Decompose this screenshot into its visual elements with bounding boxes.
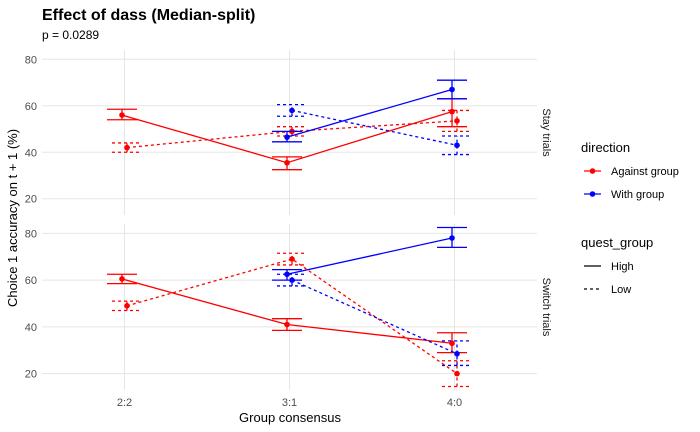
chart-subtitle: p = 0.0289 xyxy=(42,28,99,42)
y-tick-label: 20 xyxy=(25,369,37,381)
legend-key-point xyxy=(589,168,596,174)
data-point-with-low xyxy=(289,107,295,114)
y-tick-label: 40 xyxy=(25,322,37,334)
facet-panel-switch: 20 40 60 80 Switch trials 2:2 3:1 4:0 xyxy=(25,224,552,409)
data-point-against-low xyxy=(289,256,295,262)
data-point-with-high xyxy=(449,86,455,93)
error-bar-against-low xyxy=(112,300,142,312)
series-line-with-high xyxy=(286,88,453,138)
data-point-with-high xyxy=(284,271,290,278)
x-tick-label: 4:0 xyxy=(447,397,462,409)
series-line-with-low xyxy=(291,109,458,146)
error-bar-against-low xyxy=(112,142,142,153)
series-line-against-high xyxy=(121,278,453,344)
error-bar-against-low xyxy=(277,252,307,266)
data-point-against-high xyxy=(284,159,290,166)
data-point-with-low xyxy=(289,277,295,283)
series-line-with-low xyxy=(291,279,458,355)
data-point-against-high xyxy=(119,276,125,282)
facet-panels: 20 40 60 80 Stay trials 20 40 60 80 Switch trials… xyxy=(25,50,552,409)
error-bar-with-low xyxy=(277,273,307,287)
facet-strip-label: Switch trials xyxy=(540,278,552,337)
data-point-with-low xyxy=(454,350,460,357)
data-point-against-low xyxy=(124,144,130,151)
data-point-against-low xyxy=(454,118,460,124)
legend: direction Against group With group quest_gr… xyxy=(581,140,679,296)
data-point-against-high xyxy=(449,108,455,115)
y-tick-label: 80 xyxy=(25,54,37,66)
error-bar-against-low xyxy=(442,109,472,132)
series-line-against-low xyxy=(126,120,458,149)
error-bar-with-low xyxy=(277,103,307,117)
data-point-with-high xyxy=(449,235,455,241)
chart-title: Effect of dass (Median-split) xyxy=(42,7,255,24)
data-point-with-high xyxy=(284,134,290,140)
legend-label: With group xyxy=(611,189,664,201)
y-tick-label: 20 xyxy=(25,194,37,206)
data-point-against-high xyxy=(284,321,290,328)
x-tick-label: 3:1 xyxy=(282,397,297,409)
y-tick-label: 40 xyxy=(25,147,37,159)
series-line-against-low xyxy=(126,258,458,375)
data-point-against-high xyxy=(119,112,125,118)
data-point-against-high xyxy=(449,340,455,347)
legend-title-quest-group: quest_group xyxy=(581,235,653,250)
legend-label: Low xyxy=(611,284,631,296)
data-point-with-low xyxy=(454,142,460,149)
y-axis-title: Choice 1 accuracy on t + 1 (%) xyxy=(5,129,20,307)
y-tick-label: 80 xyxy=(25,228,37,240)
facet-strip-label: Stay trials xyxy=(540,108,552,157)
data-point-against-low xyxy=(454,370,460,377)
y-tick-label: 60 xyxy=(25,101,37,113)
series-line-with-high xyxy=(286,237,453,275)
legend-key-point xyxy=(589,191,596,197)
data-point-against-low xyxy=(124,303,130,309)
x-tick-label: 2:2 xyxy=(117,397,132,409)
legend-title-direction: direction xyxy=(581,140,630,155)
error-bar-with-low xyxy=(442,135,472,156)
legend-label: Against group xyxy=(611,166,679,178)
legend-label: High xyxy=(611,261,634,273)
facet-panel-stay: 20 40 60 80 Stay trials xyxy=(25,50,552,215)
x-axis-title: Group consensus xyxy=(239,410,341,425)
y-tick-label: 60 xyxy=(25,275,37,287)
